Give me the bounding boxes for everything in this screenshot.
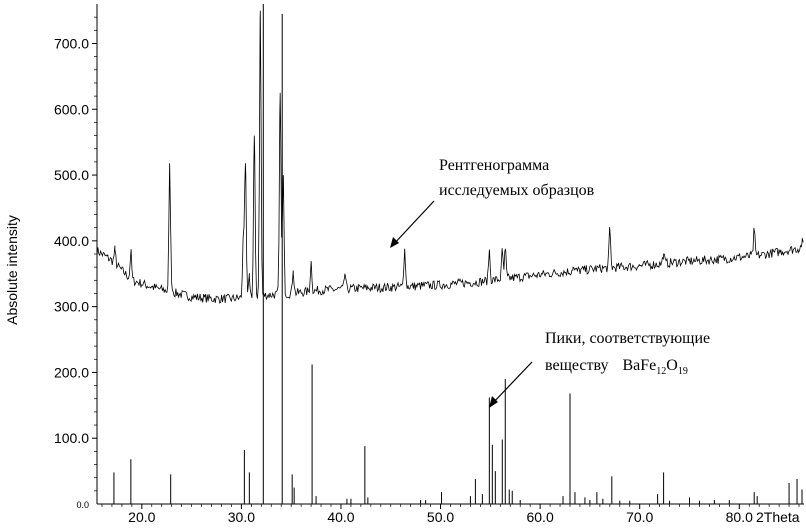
formula-base-1: BaFe <box>622 357 656 374</box>
annotation-1-line-1: Рентгенограмма <box>439 157 549 174</box>
xrd-pattern-line <box>96 10 804 304</box>
formula-sub-2: 19 <box>678 366 688 377</box>
annotation-1-arrow <box>391 200 435 247</box>
y-tick-label: 700.0 <box>54 35 89 51</box>
y-tick-label: 400.0 <box>54 233 89 249</box>
y-tick-label: 200.0 <box>54 364 89 380</box>
x-tick-label: 70.0 <box>626 509 653 525</box>
annotation-1-arrowhead <box>390 237 399 248</box>
y-tick-label: 300.0 <box>54 299 89 315</box>
y-tick-label-zero: 0.0 <box>76 500 89 510</box>
x-tick-label: 80.0 <box>726 509 753 525</box>
stick-pattern-series <box>113 4 803 504</box>
x-tick-label: 30.0 <box>228 509 255 525</box>
y-tick-label: 500.0 <box>54 167 89 183</box>
annotation-1-line-2: исследуемых образцов <box>439 182 595 199</box>
annotation-2-line-2: веществу BaFe12O19 <box>545 357 688 377</box>
y-axis-title: Absolute intensity <box>4 215 20 325</box>
formula-sub-1: 12 <box>656 366 666 377</box>
y-tick-label: 100.0 <box>54 430 89 446</box>
annotation-2-word: веществу <box>545 357 608 374</box>
annotation-2-line-1: Пики, соответствующие <box>545 330 710 347</box>
annotations: Рентгенограмма исследуемых образцов Пики… <box>390 157 710 408</box>
x-tick-label: 60.0 <box>526 509 553 525</box>
annotation-2-arrowhead <box>489 396 498 408</box>
y-tick-label: 600.0 <box>54 101 89 117</box>
x-ticks: 20.0 30.0 40.0 50.0 60.0 70.0 80.0 <box>101 504 800 525</box>
x-axis-title: 2Theta <box>756 509 800 525</box>
x-tick-label: 40.0 <box>327 509 354 525</box>
annotation-2-arrow <box>490 361 533 406</box>
formula-base-2: O <box>666 357 678 374</box>
y-ticks: 100.0 200.0 300.0 400.0 500.0 600.0 700.0 0.0 <box>54 16 97 510</box>
x-tick-label: 50.0 <box>427 509 454 525</box>
x-tick-label: 20.0 <box>128 509 155 525</box>
axes <box>96 4 804 505</box>
